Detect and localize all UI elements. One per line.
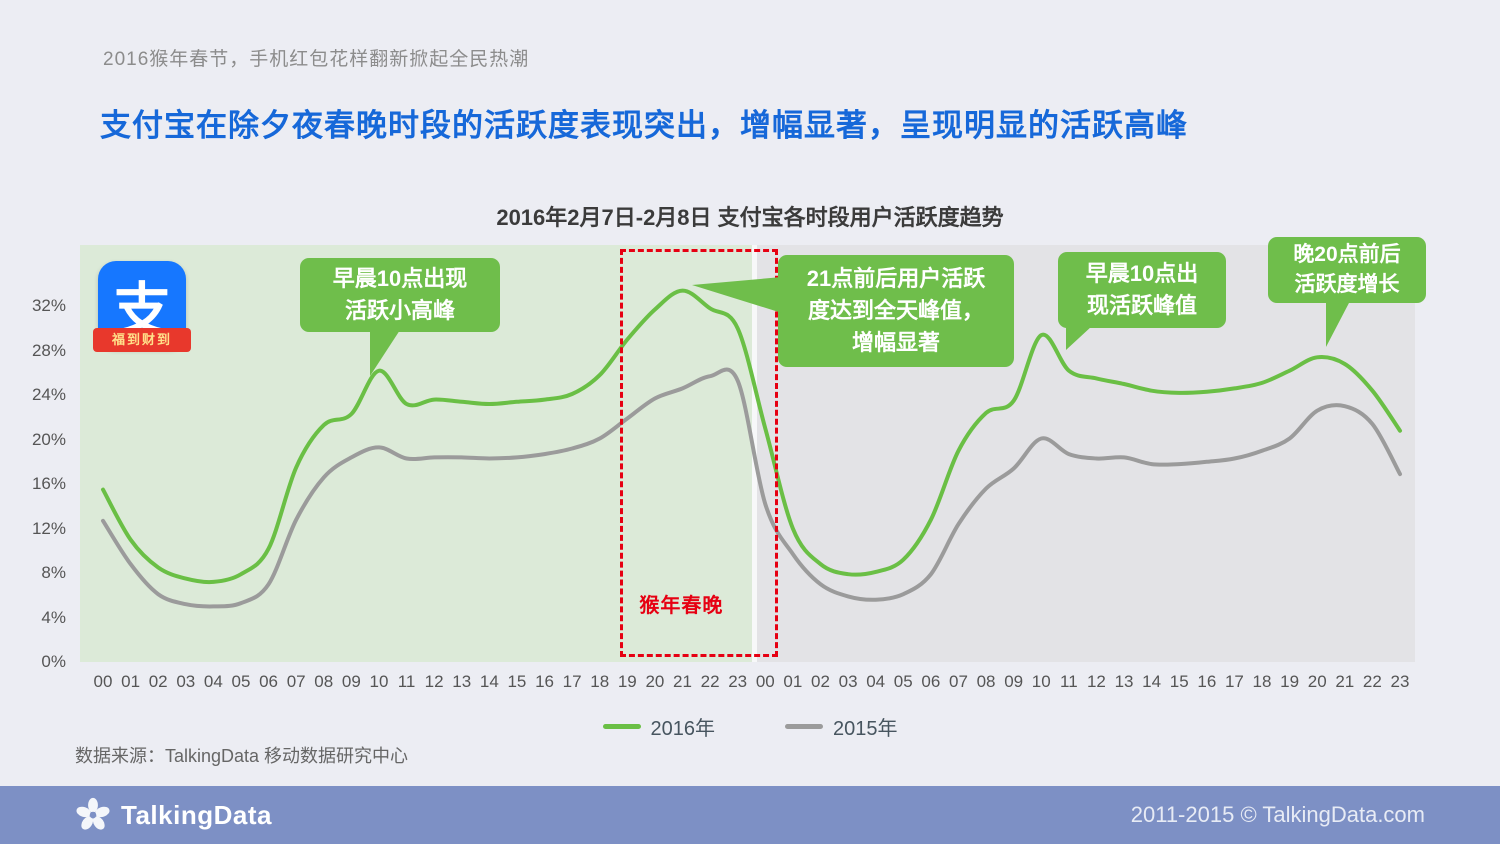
callout-tail-icon	[1326, 301, 1350, 347]
talkingdata-logo-icon	[76, 797, 110, 830]
callout-morning-peak-day2: 早晨10点出 现活跃峰值	[1058, 252, 1226, 350]
x-axis-label: 13	[452, 672, 472, 691]
series-line-2015年	[101, 367, 1402, 609]
x-axis-label: 17	[1224, 672, 1244, 691]
x-axis-label: 07	[286, 672, 306, 691]
x-axis-label: 13	[1114, 672, 1134, 691]
x-axis-label: 22	[1362, 672, 1382, 691]
y-axis-label: 28%	[31, 340, 66, 360]
x-axis-label: 15	[507, 672, 527, 691]
x-axis-label: 16	[1197, 672, 1217, 691]
x-axis-label: 21	[673, 672, 692, 691]
x-axis-label: 08	[314, 672, 334, 691]
callout-tail-icon	[1066, 326, 1092, 350]
y-axis-label: 12%	[31, 518, 66, 538]
alipay-logo: 支 福到财到	[93, 261, 191, 352]
x-axis-label: 12	[1086, 672, 1106, 691]
x-axis-label: 16	[535, 672, 554, 691]
x-axis-label: 05	[231, 672, 251, 691]
x-axis-label: 22	[700, 672, 720, 691]
page-headline: 支付宝在除夕夜春晚时段的活跃度表现突出，增幅显著，呈现明显的活跃高峰	[100, 108, 1188, 143]
x-axis-label: 00	[755, 672, 775, 691]
x-axis-label: 07	[948, 672, 968, 691]
x-axis-label: 11	[397, 672, 416, 691]
callout-evening-peak-day2: 晚20点前后 活跃度增长	[1268, 237, 1426, 347]
y-axis-label: 4%	[41, 607, 66, 627]
callout-text: 早晨10点出现 活跃小高峰	[332, 266, 468, 323]
chart-title: 2016年2月7日-2月8日 支付宝各时段用户活跃度趋势	[496, 205, 1004, 230]
callout-tail-icon	[370, 330, 400, 376]
brand-name: TalkingData	[121, 799, 272, 830]
legend-item-2016: 2016年	[602, 712, 716, 741]
y-axis-label: 24%	[31, 385, 66, 405]
y-axis-label: 20%	[31, 429, 66, 449]
x-axis-label: 04	[203, 672, 223, 691]
x-axis-label: 14	[479, 672, 499, 691]
callout-text: 晚20点前后 活跃度增长	[1293, 242, 1401, 296]
y-axis-label: 16%	[31, 474, 66, 494]
x-axis-label: 18	[590, 672, 610, 691]
x-axis-label: 00	[93, 672, 113, 691]
gala-highlight-box: 猴年春晚	[620, 249, 779, 657]
x-axis-label: 15	[1169, 672, 1189, 691]
x-axis-label: 01	[121, 672, 141, 691]
x-axis-label: 17	[562, 672, 582, 691]
y-axis-label: 32%	[31, 296, 66, 316]
x-axis-label: 19	[1280, 672, 1300, 691]
x-axis-label: 23	[728, 672, 748, 691]
x-axis-label: 04	[866, 672, 886, 691]
y-axis: 0% 4% 8% 12% 16% 20% 24% 28% 32%	[0, 245, 72, 671]
x-axis-label: 14	[1142, 672, 1162, 691]
legend-item-2015: 2015年	[785, 712, 898, 741]
x-axis-label: 02	[811, 672, 830, 691]
callout-evening-peak-day1: 21点前后用户活跃 度达到全天峰值， 增幅显著	[692, 255, 1014, 367]
callout-tail-icon	[692, 277, 782, 313]
x-axis: 00 01 02 03 04 05 06 07 08 09 10 11 12 13 14 15 16 17 18 19…	[80, 672, 1415, 696]
x-axis-label: 18	[1252, 672, 1272, 691]
alipay-logo-banner: 福到财到	[93, 328, 191, 352]
x-axis-label: 12	[424, 672, 444, 691]
x-axis-label: 01	[783, 672, 803, 691]
series-line-2016年	[101, 288, 1402, 585]
x-axis-label: 10	[1031, 672, 1051, 691]
page-kicker: 2016猴年春节，手机红包花样翻新掀起全民热潮	[103, 49, 530, 70]
x-axis-label: 19	[617, 672, 637, 691]
x-axis-label: 09	[341, 672, 361, 691]
x-axis-label: 03	[176, 672, 196, 691]
gala-label: 猴年春晚	[639, 595, 724, 617]
callout-text: 21点前后用户活跃 度达到全天峰值， 增幅显著	[806, 266, 986, 355]
y-axis-label: 8%	[41, 563, 66, 583]
x-axis-label: 05	[893, 672, 913, 691]
callout-text: 早晨10点出 现活跃峰值	[1085, 261, 1199, 318]
x-axis-label: 06	[259, 672, 279, 691]
legend-label-2015: 2015年	[833, 718, 898, 740]
x-axis-label: 03	[838, 672, 858, 691]
legend-swatch-2015	[785, 724, 823, 729]
x-axis-label: 20	[1307, 672, 1327, 691]
x-axis-label: 21	[1335, 672, 1355, 691]
legend-swatch-2016	[602, 724, 641, 729]
source-note: 数据来源：TalkingData 移动数据研究中心	[75, 746, 409, 766]
x-axis-label: 23	[1390, 672, 1410, 691]
chart-plot-area: 猴年春晚 支 福到财到 早晨10点出现 活跃小高峰 21点前后用户活跃 度达到全…	[80, 237, 1426, 662]
line-chart	[101, 288, 1402, 609]
x-axis-label: 09	[1004, 672, 1024, 691]
legend-label-2016: 2016年	[650, 718, 716, 740]
x-axis-label: 08	[976, 672, 996, 691]
chart-legend: 2016年 2015年	[0, 712, 1500, 741]
footer-copyright: 2011-2015 © TalkingData.com	[1130, 802, 1425, 827]
y-axis-label: 0%	[41, 652, 66, 671]
x-axis-label: 11	[1060, 672, 1078, 691]
talkingdata-brand: TalkingData	[75, 797, 272, 833]
x-axis-label: 06	[921, 672, 941, 691]
footer-bar: TalkingData 2011-2015 © TalkingData.com	[0, 786, 1500, 844]
x-axis-label: 02	[148, 672, 168, 691]
x-axis-label: 20	[645, 672, 665, 691]
x-axis-label: 10	[369, 672, 389, 691]
callout-morning-peak-day1: 早晨10点出现 活跃小高峰	[300, 258, 500, 376]
